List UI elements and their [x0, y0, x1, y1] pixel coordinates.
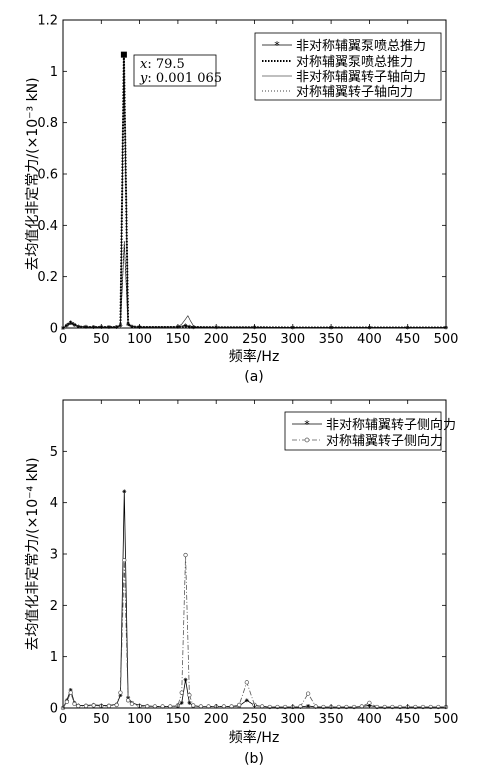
chart-b-series-0-point: [306, 703, 311, 708]
chart-b-plot-area: [60, 489, 449, 711]
chart-b-series-1-point: [83, 703, 89, 709]
chart-b-subfigure-label: (b): [244, 751, 264, 767]
legend-b1-label: 对称辅翼转子侧向力: [326, 433, 443, 449]
y-tick-label: 0.6: [37, 168, 58, 183]
datatip-box: [133, 54, 217, 87]
chart-b-series-1-point: [76, 703, 81, 709]
chart-b-series-1-point: [129, 701, 135, 707]
x-tick-label: 0: [59, 712, 67, 727]
chart-a-legend-box: [254, 32, 442, 101]
chart-a-datatip: x: 79.5 y: 0.001 065: [133, 54, 222, 87]
x-tick-label: 200: [204, 712, 229, 727]
chart-b-series-1-point: [72, 701, 77, 707]
chart-a-subfigure-label: (a): [244, 369, 264, 385]
chart-b-series-1-point: [125, 698, 131, 703]
legend-a2-label: 非对称辅翼转子轴向力: [296, 69, 426, 85]
chart-b-series-1-point: [187, 693, 192, 698]
datatip-marker: [120, 51, 127, 58]
y-tick-label: 1: [50, 650, 58, 665]
chart-b-series-1-point: [118, 690, 123, 695]
y-tick-label: 0.8: [37, 116, 58, 131]
chart-b-series-1-line: [62, 554, 446, 709]
x-tick-label: 250: [242, 712, 267, 727]
chart-b-series-1-point: [68, 690, 73, 695]
y-tick-label: 0: [50, 702, 58, 717]
chart-b-series-0-point: [244, 698, 249, 703]
x-tick-label: 150: [165, 332, 190, 347]
legend-b1-circle-marker: [304, 437, 310, 443]
chart-b-series-1-point: [122, 558, 127, 563]
chart-b-series-1-point: [179, 690, 184, 695]
y-tick-label: 0.4: [37, 219, 58, 234]
x-tick-label: 350: [319, 712, 344, 727]
chart-b-series-1-point: [305, 691, 311, 696]
x-tick-label: 300: [280, 332, 305, 347]
x-tick-label: 350: [319, 332, 344, 347]
legend-a0-label: 非对称辅翼泵喷总推力: [296, 39, 426, 54]
chart-b: 0 50 100 150 200 250 300 350 400 450 500 0 1 2 3 4 5 频率/…: [25, 399, 459, 767]
y-tick-label: 3: [50, 548, 58, 563]
chart-b-series-1-point: [191, 703, 196, 708]
x-tick-label: 250: [242, 332, 267, 347]
legend-b0-label: 非对称辅翼转子侧向力: [326, 417, 456, 433]
x-tick-label: 450: [395, 712, 420, 727]
chart-b-series-1-point: [237, 702, 242, 708]
y-tick-label: 0: [50, 322, 58, 337]
x-tick-label: 150: [165, 712, 190, 727]
chart-b-y-axis-label: 去均值化非定常力/(×10⁻⁴ kN): [25, 457, 41, 650]
legend-a3-label: 对称辅翼转子轴向力: [296, 84, 413, 100]
y-tick-label: 4: [50, 496, 58, 511]
chart-a-x-axis-label: 频率/Hz: [229, 348, 280, 365]
y-tick-label: 1: [50, 65, 58, 80]
legend-a0-star-marker: *: [274, 39, 280, 52]
chart-b-series-1-point: [114, 702, 119, 708]
y-tick-label: 2: [50, 599, 58, 614]
x-tick-label: 100: [127, 332, 152, 347]
chart-b-series-0-point: [187, 700, 192, 705]
y-tick-label: 5: [50, 445, 58, 460]
chart-b-series-0-line: [62, 490, 446, 709]
x-tick-label: 400: [357, 332, 382, 347]
chart-b-series-1-point: [64, 699, 69, 704]
x-tick-label: 500: [434, 332, 459, 347]
datatip-y-text: y: 0.001 065: [139, 71, 222, 86]
chart-a-ticks: 0 50 100 150 200 250 300 350 400 450 500 0 0.2 0.4 0.6…: [37, 14, 458, 348]
x-tick-label: 450: [395, 332, 420, 347]
x-tick-label: 200: [204, 332, 229, 347]
legend-a1-label: 对称辅翼泵喷总推力: [296, 55, 413, 70]
y-tick-label: 1.2: [37, 14, 58, 29]
x-tick-label: 100: [127, 712, 152, 727]
chart-b-series-1-point: [106, 703, 112, 709]
chart-a-y-axis-label: 去均值化非定常力/(×10⁻³ kN): [25, 77, 41, 270]
datatip-x-text: x: 79.5: [140, 57, 185, 72]
x-tick-label: 300: [280, 712, 305, 727]
chart-b-series-1-point: [91, 703, 96, 708]
chart-b-legend: * 非对称辅翼转子侧向力 对称辅翼转子侧向力: [284, 411, 456, 451]
chart-a-legend: * 非对称辅翼泵喷总推力 对称辅翼泵喷总推力 非对称辅翼转子轴向力 对称辅翼转子…: [254, 32, 442, 101]
chart-a: 0 50 100 150 200 250 300 350 400 450 500 0 0.2 0.4 0.6…: [25, 14, 458, 386]
chart-b-series-1-point: [183, 552, 188, 558]
chart-b-series-1-point: [244, 680, 249, 685]
chart-b-series-0-point: [179, 700, 184, 705]
x-tick-label: 0: [59, 332, 67, 347]
chart-b-series-0-point: [122, 489, 127, 494]
y-tick-label: 0.2: [37, 270, 58, 285]
x-tick-label: 50: [93, 712, 110, 727]
x-tick-label: 400: [357, 712, 382, 727]
chart-b-legend-box: [284, 411, 442, 451]
chart-b-ticks: 0 50 100 150 200 250 300 350 400 450 500 0 1 2 3 4 5: [50, 400, 459, 727]
legend-b0-star-marker: *: [304, 418, 310, 431]
chart-b-series-0-point: [183, 677, 188, 682]
chart-b-x-axis-label: 频率/Hz: [229, 729, 280, 746]
x-tick-label: 50: [93, 332, 110, 347]
x-tick-label: 500: [434, 712, 459, 727]
